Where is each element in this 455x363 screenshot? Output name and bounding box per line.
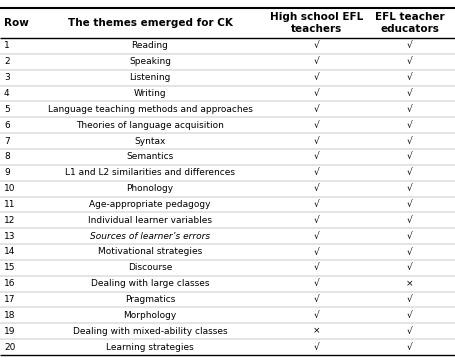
Text: √: √ — [406, 41, 412, 50]
Text: High school EFL
teachers: High school EFL teachers — [269, 12, 362, 34]
Text: √: √ — [313, 41, 318, 50]
Text: √: √ — [406, 263, 412, 272]
Text: The themes emerged for CK: The themes emerged for CK — [67, 18, 232, 28]
Text: 13: 13 — [4, 232, 15, 241]
Text: Sources of learner’s errors: Sources of learner’s errors — [90, 232, 210, 241]
Text: √: √ — [313, 121, 318, 130]
Text: 10: 10 — [4, 184, 15, 193]
Text: Semantics: Semantics — [126, 152, 173, 162]
Text: √: √ — [406, 73, 412, 82]
Text: √: √ — [406, 343, 412, 352]
Text: 18: 18 — [4, 311, 15, 320]
Text: √: √ — [313, 73, 318, 82]
Text: √: √ — [406, 200, 412, 209]
Text: Writing: Writing — [133, 89, 166, 98]
Text: 5: 5 — [4, 105, 10, 114]
Text: 12: 12 — [4, 216, 15, 225]
Text: √: √ — [313, 279, 318, 288]
Text: √: √ — [406, 216, 412, 225]
Text: 17: 17 — [4, 295, 15, 304]
Text: Reading: Reading — [131, 41, 168, 50]
Text: Theories of language acquisition: Theories of language acquisition — [76, 121, 223, 130]
Text: Speaking: Speaking — [129, 57, 171, 66]
Text: √: √ — [406, 121, 412, 130]
Text: √: √ — [313, 168, 318, 177]
Text: √: √ — [313, 89, 318, 98]
Text: √: √ — [313, 343, 318, 352]
Text: √: √ — [313, 263, 318, 272]
Text: Discourse: Discourse — [127, 263, 172, 272]
Text: √: √ — [313, 216, 318, 225]
Text: √: √ — [406, 184, 412, 193]
Text: Motivational strategies: Motivational strategies — [98, 248, 202, 257]
Text: 8: 8 — [4, 152, 10, 162]
Text: Phonology: Phonology — [126, 184, 173, 193]
Text: Dealing with large classes: Dealing with large classes — [91, 279, 209, 288]
Text: ×: × — [312, 327, 319, 336]
Text: √: √ — [406, 327, 412, 336]
Text: √: √ — [406, 311, 412, 320]
Text: 15: 15 — [4, 263, 15, 272]
Text: √: √ — [406, 89, 412, 98]
Text: √: √ — [406, 136, 412, 146]
Text: 6: 6 — [4, 121, 10, 130]
Text: Language teaching methods and approaches: Language teaching methods and approaches — [47, 105, 252, 114]
Text: 2: 2 — [4, 57, 10, 66]
Text: Learning strategies: Learning strategies — [106, 343, 193, 352]
Text: √: √ — [406, 168, 412, 177]
Text: Pragmatics: Pragmatics — [125, 295, 175, 304]
Text: √: √ — [313, 232, 318, 241]
Text: 14: 14 — [4, 248, 15, 257]
Text: √: √ — [313, 200, 318, 209]
Text: Syntax: Syntax — [134, 136, 165, 146]
Text: √: √ — [406, 105, 412, 114]
Text: Row: Row — [4, 18, 29, 28]
Text: 16: 16 — [4, 279, 15, 288]
Text: L1 and L2 similarities and differences: L1 and L2 similarities and differences — [65, 168, 234, 177]
Text: √: √ — [313, 295, 318, 304]
Text: √: √ — [406, 57, 412, 66]
Text: 1: 1 — [4, 41, 10, 50]
Text: √: √ — [313, 136, 318, 146]
Text: Age-appropriate pedagogy: Age-appropriate pedagogy — [89, 200, 210, 209]
Text: √: √ — [313, 57, 318, 66]
Text: √: √ — [313, 184, 318, 193]
Text: √: √ — [406, 248, 412, 257]
Text: 9: 9 — [4, 168, 10, 177]
Text: ×: × — [405, 279, 413, 288]
Text: Listening: Listening — [129, 73, 170, 82]
Text: Dealing with mixed-ability classes: Dealing with mixed-ability classes — [72, 327, 227, 336]
Text: 19: 19 — [4, 327, 15, 336]
Text: 3: 3 — [4, 73, 10, 82]
Text: 7: 7 — [4, 136, 10, 146]
Text: 4: 4 — [4, 89, 10, 98]
Text: EFL teacher
educators: EFL teacher educators — [374, 12, 444, 34]
Text: √: √ — [406, 232, 412, 241]
Text: Morphology: Morphology — [123, 311, 176, 320]
Text: 20: 20 — [4, 343, 15, 352]
Text: √: √ — [313, 105, 318, 114]
Text: 11: 11 — [4, 200, 15, 209]
Text: √: √ — [313, 152, 318, 162]
Text: √: √ — [313, 311, 318, 320]
Text: √: √ — [406, 152, 412, 162]
Text: Individual learner variables: Individual learner variables — [88, 216, 212, 225]
Text: √: √ — [313, 248, 318, 257]
Text: √: √ — [406, 295, 412, 304]
